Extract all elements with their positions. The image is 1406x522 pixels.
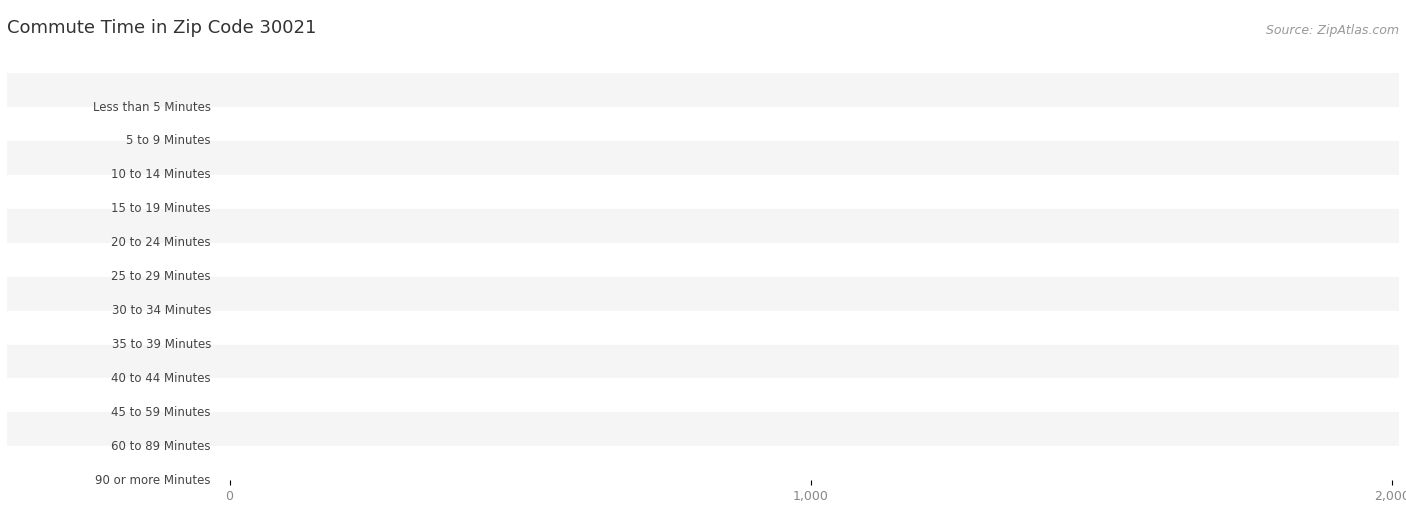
Text: Source: ZipAtlas.com: Source: ZipAtlas.com <box>1265 23 1399 37</box>
Text: 40 to 44 Minutes: 40 to 44 Minutes <box>111 372 211 385</box>
Bar <box>218 209 1392 243</box>
Bar <box>218 412 1392 446</box>
Text: 1,288: 1,288 <box>988 423 1022 436</box>
FancyBboxPatch shape <box>229 79 257 101</box>
Bar <box>7 175 1399 209</box>
Text: 5 to 9 Minutes: 5 to 9 Minutes <box>127 135 211 147</box>
Text: 60 to 89 Minutes: 60 to 89 Minutes <box>111 440 211 453</box>
Bar <box>7 73 1399 107</box>
Text: 25 to 29 Minutes: 25 to 29 Minutes <box>111 270 211 283</box>
Text: 1,180: 1,180 <box>925 389 959 402</box>
Text: Less than 5 Minutes: Less than 5 Minutes <box>93 101 211 113</box>
Text: 1,775: 1,775 <box>1219 287 1253 300</box>
Bar <box>7 243 1399 277</box>
Bar <box>7 277 1399 311</box>
Text: 361: 361 <box>450 321 472 334</box>
Bar <box>7 107 1399 141</box>
Text: 20 to 24 Minutes: 20 to 24 Minutes <box>111 236 211 249</box>
FancyBboxPatch shape <box>229 181 848 203</box>
Text: 1,079: 1,079 <box>868 219 901 232</box>
FancyBboxPatch shape <box>229 147 768 169</box>
Bar <box>218 446 1392 480</box>
Text: 430: 430 <box>489 355 512 368</box>
FancyBboxPatch shape <box>229 249 506 270</box>
FancyBboxPatch shape <box>229 419 979 440</box>
Bar <box>218 73 1392 107</box>
Bar <box>7 209 1399 243</box>
Text: 15 to 19 Minutes: 15 to 19 Minutes <box>111 203 211 215</box>
FancyBboxPatch shape <box>229 385 915 406</box>
Text: 47: 47 <box>267 84 283 97</box>
Text: 926: 926 <box>778 151 800 164</box>
Text: 45 to 59 Minutes: 45 to 59 Minutes <box>111 406 211 419</box>
Text: 232: 232 <box>375 117 398 130</box>
Bar <box>7 412 1399 446</box>
Bar <box>7 141 1399 175</box>
Text: 990: 990 <box>815 457 838 470</box>
Text: 475: 475 <box>516 253 538 266</box>
Text: 10 to 14 Minutes: 10 to 14 Minutes <box>111 169 211 181</box>
Bar <box>7 345 1399 378</box>
FancyBboxPatch shape <box>229 283 1261 304</box>
Bar <box>7 446 1399 480</box>
Text: 90 or more Minutes: 90 or more Minutes <box>96 474 211 487</box>
Bar <box>7 311 1399 345</box>
Bar <box>218 311 1392 345</box>
Bar <box>7 378 1399 412</box>
Text: 30 to 34 Minutes: 30 to 34 Minutes <box>111 304 211 317</box>
Bar <box>218 345 1392 378</box>
Text: 1,064: 1,064 <box>859 185 891 198</box>
Bar <box>218 243 1392 277</box>
Bar <box>218 378 1392 412</box>
Text: 35 to 39 Minutes: 35 to 39 Minutes <box>111 338 211 351</box>
FancyBboxPatch shape <box>229 215 856 236</box>
FancyBboxPatch shape <box>229 351 479 372</box>
Bar <box>218 107 1392 141</box>
FancyBboxPatch shape <box>229 113 364 135</box>
Text: Commute Time in Zip Code 30021: Commute Time in Zip Code 30021 <box>7 19 316 37</box>
FancyBboxPatch shape <box>229 317 439 338</box>
FancyBboxPatch shape <box>229 453 804 474</box>
Bar <box>218 175 1392 209</box>
Bar <box>218 277 1392 311</box>
Bar <box>218 141 1392 175</box>
